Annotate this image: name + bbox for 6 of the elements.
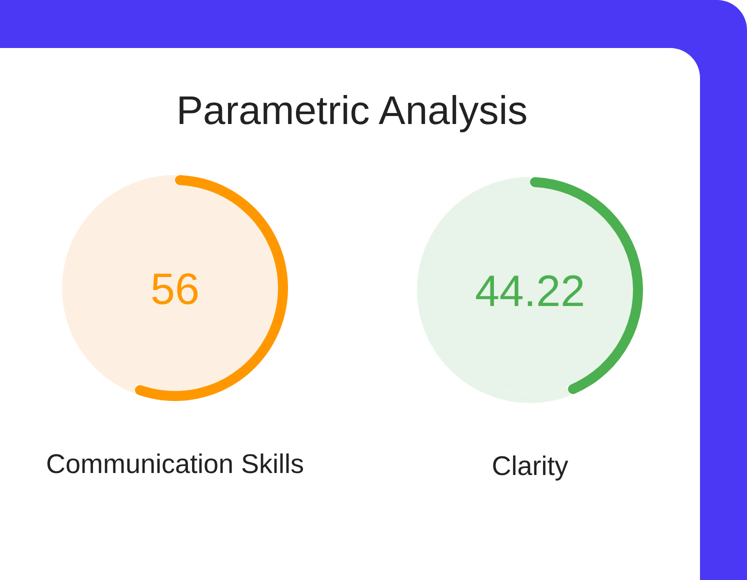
text: 44.22: [474, 267, 586, 316]
text: Communication Skills: [46, 449, 304, 479]
text: Clarity: [492, 451, 569, 481]
chart-title: Parametric Analysis: [176, 89, 528, 133]
text: 56: [150, 265, 200, 314]
donut-slice: [134, 175, 288, 401]
